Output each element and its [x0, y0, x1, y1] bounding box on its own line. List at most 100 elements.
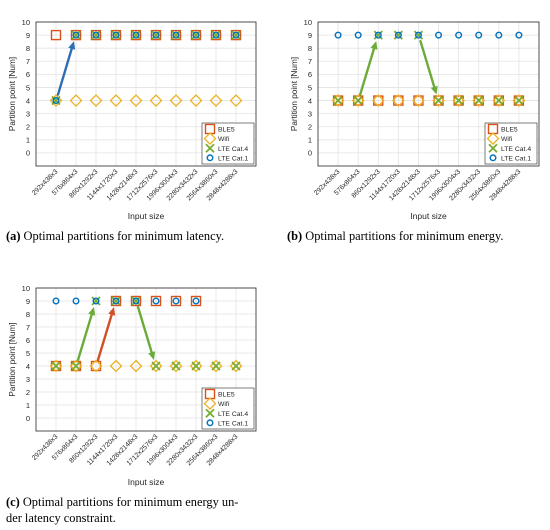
legend-marker-lte4-stroke2	[205, 408, 215, 418]
lte4-point-stroke2	[453, 95, 464, 106]
legend-marker-lte4-stroke2	[488, 143, 498, 153]
ble-point	[70, 29, 82, 41]
lte4-point-stroke2	[91, 30, 101, 40]
wifi-point	[452, 94, 466, 107]
lte4-point	[71, 361, 81, 371]
caption-a-text: Optimal partitions for minimum latency.	[20, 229, 225, 243]
lte4-point-stroke2	[111, 30, 121, 40]
wifi-point	[412, 94, 425, 107]
y-tick-label: 3	[26, 375, 30, 384]
wifi-point	[109, 94, 123, 107]
chart-a: 012345678910292x438x3576x864x3860x1292x3…	[8, 18, 257, 221]
lte4-point-stroke2	[131, 30, 141, 40]
lte4-point	[111, 30, 121, 40]
y-tick-label: 1	[26, 136, 30, 145]
legend-marker-lte1	[206, 419, 214, 427]
lte4-point-stroke2	[494, 95, 504, 106]
lte1-point	[172, 297, 180, 305]
ble-point	[90, 29, 102, 41]
wifi-point	[472, 94, 486, 107]
lte4-point-stroke2	[171, 30, 181, 40]
wifi-point	[129, 359, 143, 373]
lte1-point	[52, 97, 60, 105]
lte1-point	[172, 31, 180, 39]
lte1-point	[334, 31, 342, 39]
lte1-point	[435, 31, 443, 39]
lte1-point	[72, 297, 80, 305]
ble-point	[373, 95, 384, 106]
lte4-point	[433, 95, 444, 106]
annotation-arrow-green-head	[430, 85, 438, 95]
ble-point	[190, 295, 202, 307]
lte4-point	[171, 30, 181, 40]
legend-label-lte4: LTE Cat.4	[218, 146, 248, 153]
lte4-point	[131, 296, 141, 306]
lte4-point-stroke2	[71, 361, 81, 371]
legend-label-lte1: LTE Cat.1	[218, 155, 248, 162]
lte4-point	[514, 95, 524, 106]
lte4-point	[51, 361, 61, 371]
legend-marker-lte4	[488, 143, 498, 153]
lte1-point	[52, 297, 60, 305]
wifi-point	[391, 94, 405, 107]
annotation-arrow-green	[419, 39, 438, 95]
caption-a: (a) Optimal partitions for minimum laten…	[6, 228, 224, 244]
lte1-point	[394, 31, 402, 39]
y-tick-label: 6	[26, 70, 30, 79]
ble-point	[170, 295, 182, 307]
y-tick-label: 1	[26, 401, 30, 410]
annotation-arrow-green-shaft	[419, 39, 436, 89]
chart-b: 012345678910292x438x3576x864x3860x1292x3…	[290, 18, 540, 221]
lte4-point	[91, 296, 101, 306]
plot-frame	[35, 287, 257, 432]
y-tick-label: 3	[308, 109, 312, 118]
lte1-point	[374, 31, 382, 39]
caption-c-tag: (c)	[6, 495, 20, 509]
lte4-point	[333, 95, 343, 106]
lte4-point-stroke2	[111, 296, 121, 306]
wifi-point	[432, 94, 445, 107]
wifi-point	[49, 94, 63, 107]
ble-point	[70, 360, 82, 372]
chart-c: 012345678910292x438x3576x864x3860x1292x3…	[8, 284, 257, 487]
lte4-point-stroke2	[151, 361, 161, 371]
lte1-point	[112, 297, 120, 305]
y-tick-label: 4	[26, 362, 30, 371]
wifi-point	[229, 94, 243, 107]
legend-marker-lte1	[489, 154, 497, 162]
annotation-arrow-green-head	[148, 351, 156, 360]
lte4-point	[494, 95, 504, 106]
wifi-point	[189, 94, 203, 107]
y-tick-label: 2	[26, 123, 30, 132]
y-tick-label: 7	[308, 57, 312, 66]
annotation-arrow-green-shaft	[136, 305, 153, 354]
caption-a-tag: (a)	[6, 229, 21, 243]
y-axis-label: Partition point [Num]	[8, 57, 17, 131]
x-axis-label: Input size	[128, 211, 165, 221]
annotation-arrow-green-shaft	[76, 313, 93, 362]
ble-point	[110, 295, 122, 307]
wifi-point	[49, 359, 63, 373]
lte4-point-stroke2	[373, 30, 383, 40]
annotation-arrow-blue-shaft	[56, 47, 73, 96]
lte1-point	[132, 297, 140, 305]
y-tick-label: 7	[26, 323, 30, 332]
y-tick-label: 10	[22, 284, 30, 293]
y-tick-label: 8	[26, 44, 30, 53]
ble-point	[110, 29, 122, 41]
legend-marker-lte4	[205, 143, 215, 153]
lte4-point-stroke2	[514, 95, 524, 106]
ble-point	[332, 95, 344, 106]
y-tick-label: 4	[26, 96, 30, 105]
legend-label-ble: BLE5	[218, 127, 235, 134]
lte4-point	[231, 361, 241, 371]
lte4-point	[51, 95, 61, 106]
lte1-point	[92, 31, 100, 39]
lte1-point	[515, 31, 523, 39]
lte4-point	[151, 30, 161, 40]
legend-label-ble: BLE5	[218, 392, 235, 399]
caption-c-text1: Optimal partitions for minimum energy un…	[19, 495, 239, 509]
caption-b-text: Optimal partitions for minimum energy.	[302, 229, 504, 243]
legend-label-lte4: LTE Cat.4	[501, 146, 531, 153]
